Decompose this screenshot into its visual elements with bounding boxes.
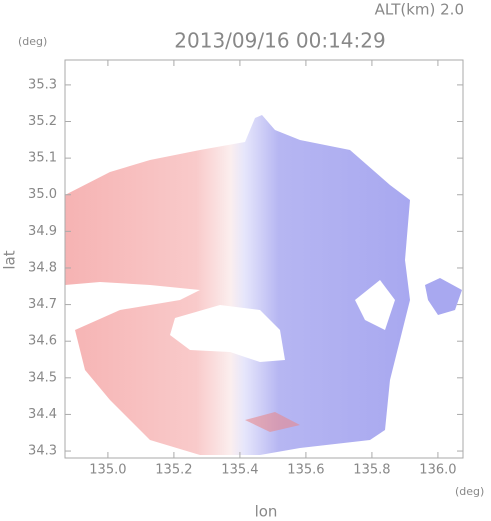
x-tick-label: 135.8 bbox=[353, 463, 390, 478]
y-tick-label: 34.6 bbox=[28, 334, 57, 349]
y-tick-label: 35.1 bbox=[28, 151, 57, 166]
x-tick-label: 135.0 bbox=[89, 463, 126, 478]
y-tick-label: 34.3 bbox=[28, 444, 57, 459]
x-tick-label: 136.0 bbox=[419, 463, 456, 478]
x-unit: (deg) bbox=[455, 485, 484, 498]
x-tick-label: 135.6 bbox=[287, 463, 324, 478]
chart-title: 2013/09/16 00:14:29 bbox=[174, 29, 385, 53]
y-axis-label: lat bbox=[1, 250, 19, 269]
y-tick-label: 35.2 bbox=[28, 114, 57, 129]
radar-image bbox=[65, 115, 462, 455]
y-tick-label: 34.5 bbox=[28, 370, 57, 385]
x-tick-label: 135.4 bbox=[221, 463, 258, 478]
y-tick-label: 34.7 bbox=[28, 297, 57, 312]
x-axis-label: lon bbox=[255, 503, 278, 521]
plot-frame bbox=[64, 59, 464, 459]
y-tick-label: 35.3 bbox=[28, 77, 57, 92]
y-unit: (deg) bbox=[18, 35, 47, 48]
y-tick-label: 34.9 bbox=[28, 224, 57, 239]
y-tick-label: 34.8 bbox=[28, 260, 57, 275]
altitude-label: ALT(km) 2.0 bbox=[375, 1, 464, 19]
y-tick-label: 35.0 bbox=[28, 187, 57, 202]
y-tick-label: 34.4 bbox=[28, 407, 57, 422]
x-tick-label: 135.2 bbox=[155, 463, 192, 478]
